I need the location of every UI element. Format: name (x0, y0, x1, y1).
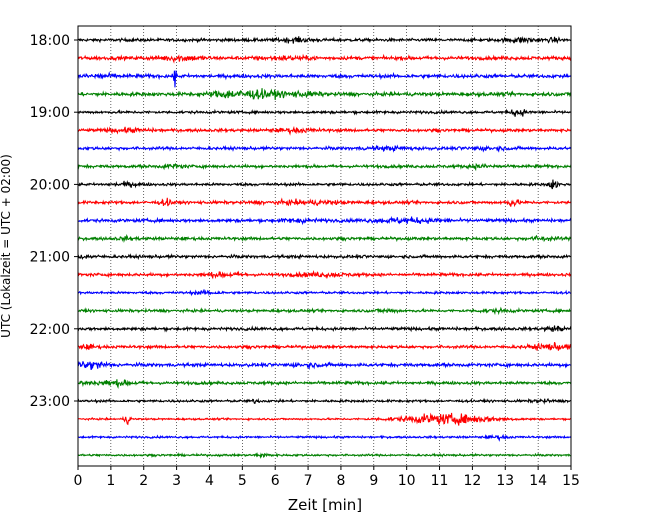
x-tick-label: 3 (172, 473, 181, 489)
trace-row (77, 379, 572, 389)
x-tick-label: 1 (106, 473, 115, 489)
y-tick-label: 19:00 (30, 105, 70, 121)
trace-row (77, 70, 572, 88)
x-tick-label: 11 (431, 473, 449, 489)
trace-row (77, 306, 572, 316)
trace-row (77, 433, 572, 442)
trace-row (77, 179, 572, 190)
x-tick-label: 0 (74, 473, 83, 489)
trace-row (77, 269, 572, 280)
trace-row (77, 53, 572, 64)
x-tick-label: 13 (496, 473, 514, 489)
trace-row (77, 253, 572, 261)
x-tick-label: 12 (463, 473, 481, 489)
y-tick-label: 18:00 (30, 33, 70, 49)
y-axis-label: UTC (Lokalzeit = UTC + 02:00) (0, 154, 13, 338)
y-tick-label: 23:00 (30, 394, 70, 410)
x-tick-label: 6 (271, 473, 280, 489)
trace-row (77, 35, 572, 45)
trace-rows (77, 35, 572, 460)
plot-frame (77, 25, 572, 467)
trace-row (77, 341, 572, 351)
x-tick-label: 8 (336, 473, 345, 489)
y-tick-label: 21:00 (30, 250, 70, 266)
x-tick-label: 10 (398, 473, 416, 489)
y-tick-label: 20:00 (30, 177, 70, 193)
trace-row (77, 162, 572, 172)
trace-row (77, 88, 572, 100)
trace-row (77, 360, 572, 371)
x-tick-label: 15 (562, 473, 580, 489)
x-axis-label: Zeit [min] (288, 496, 362, 514)
trace-row (77, 197, 572, 208)
y-axis-ticks: 18:00 19:00 20:00 21:00 22:00 23:00 (30, 33, 78, 410)
x-tick-label: 5 (238, 473, 247, 489)
grid-lines (110, 26, 539, 466)
trace-row (77, 215, 572, 226)
trace-row (77, 125, 572, 136)
trace-row (77, 325, 572, 333)
x-tick-label: 2 (139, 473, 148, 489)
y-tick-label: 22:00 (30, 322, 70, 338)
trace-row (77, 108, 572, 117)
trace-row (77, 397, 572, 405)
trace-row (77, 452, 572, 460)
x-axis-ticks: 0 1 2 3 4 5 6 7 8 9 10 11 12 13 14 15 (74, 466, 580, 489)
x-tick-label: 14 (529, 473, 547, 489)
x-tick-label: 4 (205, 473, 214, 489)
x-tick-label: 7 (304, 473, 313, 489)
trace-row (77, 233, 572, 244)
x-tick-label: 9 (369, 473, 378, 489)
trace-row (77, 144, 572, 153)
trace-row (77, 412, 572, 426)
trace-row (77, 289, 572, 297)
